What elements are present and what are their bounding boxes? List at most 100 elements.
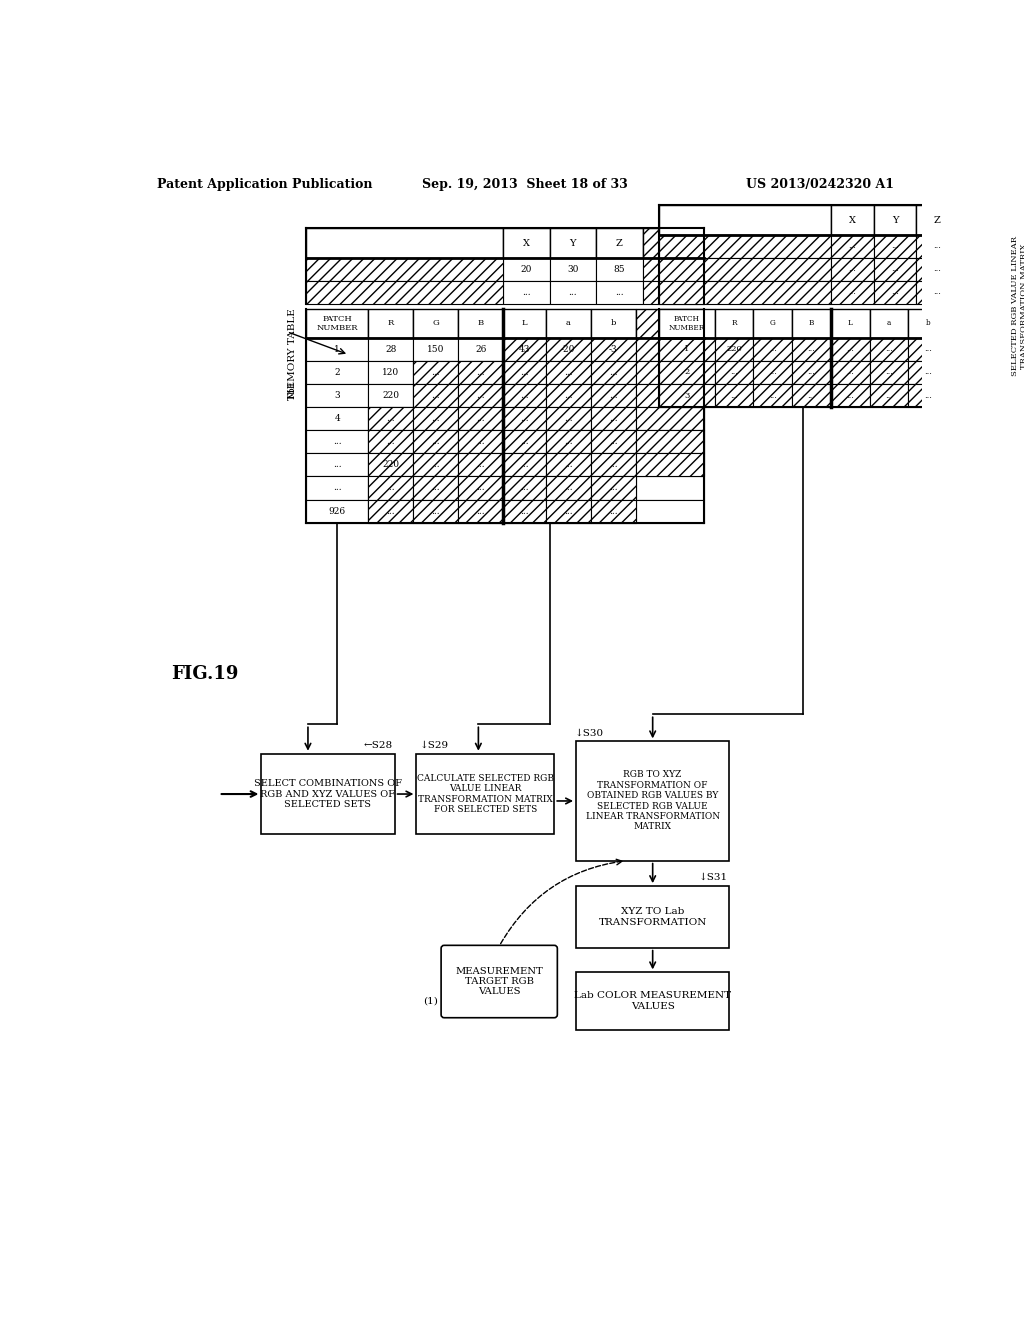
Text: ...: ... — [431, 368, 440, 378]
Bar — [369, 407, 414, 430]
Text: PATCH
NUMBER: PATCH NUMBER — [669, 314, 705, 331]
Bar — [306, 281, 503, 304]
Text: ...: ... — [848, 288, 856, 297]
Bar — [503, 257, 550, 281]
Text: ...: ... — [564, 414, 572, 424]
Bar — [636, 407, 703, 430]
Text: ...: ... — [333, 461, 342, 470]
Text: ...: ... — [609, 507, 617, 516]
Text: ...: ... — [520, 368, 528, 378]
Bar — [306, 453, 369, 477]
Bar — [636, 407, 703, 430]
Bar — [414, 499, 458, 523]
Bar — [414, 360, 458, 384]
Bar — [643, 228, 703, 257]
Bar — [458, 309, 503, 338]
Bar — [643, 257, 703, 281]
Text: ↓S29: ↓S29 — [420, 741, 450, 750]
Bar — [414, 499, 458, 523]
Bar — [458, 384, 503, 407]
Bar — [715, 338, 754, 360]
Text: ...: ... — [431, 507, 440, 516]
Text: (1): (1) — [423, 997, 438, 1006]
Text: G: G — [432, 319, 439, 327]
Text: ...: ... — [924, 368, 932, 376]
Text: b: b — [610, 319, 615, 327]
Bar — [908, 338, 947, 360]
Text: US 2013/0242320 A1: US 2013/0242320 A1 — [745, 178, 894, 190]
Bar — [546, 360, 591, 384]
Bar — [546, 430, 591, 453]
Text: 26: 26 — [475, 345, 486, 354]
Bar — [591, 499, 636, 523]
Bar — [869, 360, 908, 384]
Bar — [546, 338, 591, 360]
Bar — [546, 360, 591, 384]
Bar — [830, 384, 869, 407]
Bar — [636, 453, 703, 477]
Text: Sep. 19, 2013  Sheet 18 of 33: Sep. 19, 2013 Sheet 18 of 33 — [422, 178, 628, 190]
Text: ...: ... — [848, 242, 856, 251]
Bar — [596, 257, 643, 281]
Bar — [458, 453, 503, 477]
Text: ...: ... — [476, 414, 485, 424]
Bar — [546, 453, 591, 477]
Bar — [306, 257, 503, 281]
Text: ...: ... — [615, 288, 624, 297]
Text: ...: ... — [431, 483, 440, 492]
Bar — [503, 430, 546, 453]
Bar — [414, 453, 458, 477]
Bar — [414, 477, 458, 499]
Bar — [306, 499, 369, 523]
Text: R: R — [388, 319, 394, 327]
Text: ...: ... — [609, 414, 617, 424]
Text: ...: ... — [891, 265, 899, 273]
Text: MEMORY TABLE: MEMORY TABLE — [288, 309, 297, 400]
Bar — [550, 281, 596, 304]
Bar — [830, 206, 873, 235]
Bar — [591, 499, 636, 523]
Bar — [458, 430, 503, 453]
Bar — [458, 407, 503, 430]
Text: 28: 28 — [385, 345, 396, 354]
Text: ...: ... — [934, 265, 941, 273]
Bar — [546, 384, 591, 407]
Text: 220: 220 — [382, 461, 399, 470]
Bar — [306, 430, 369, 453]
Text: ...: ... — [609, 391, 617, 400]
Text: ...: ... — [476, 461, 485, 470]
Bar — [306, 338, 369, 360]
Text: X: X — [523, 239, 529, 248]
Text: b: b — [926, 319, 930, 327]
Bar — [715, 360, 754, 384]
Bar — [414, 309, 458, 338]
Text: ...: ... — [333, 483, 342, 492]
Text: L: L — [521, 319, 527, 327]
Text: ...: ... — [568, 288, 578, 297]
Text: FIG.19: FIG.19 — [171, 665, 238, 684]
Text: ...: ... — [476, 507, 485, 516]
Bar — [643, 281, 703, 304]
Text: SELECT COMBINATIONS OF
RGB AND XYZ VALUES OF
SELECTED SETS: SELECT COMBINATIONS OF RGB AND XYZ VALUE… — [254, 779, 402, 809]
Text: ...: ... — [386, 507, 395, 516]
Bar — [503, 360, 546, 384]
Bar — [458, 499, 503, 523]
Text: Tb1: Tb1 — [288, 379, 297, 400]
Text: ...: ... — [564, 461, 572, 470]
Bar — [908, 309, 947, 338]
Bar — [503, 384, 546, 407]
Bar — [546, 477, 591, 499]
Bar — [369, 430, 414, 453]
Bar — [458, 499, 503, 523]
Bar — [636, 477, 703, 499]
Bar — [830, 309, 869, 338]
Text: ...: ... — [431, 461, 440, 470]
Text: ...: ... — [522, 288, 530, 297]
Bar — [596, 228, 643, 257]
Bar — [873, 206, 916, 235]
Bar — [369, 360, 414, 384]
Bar — [306, 477, 369, 499]
Bar — [369, 338, 414, 360]
Bar — [916, 281, 958, 304]
Bar — [546, 499, 591, 523]
